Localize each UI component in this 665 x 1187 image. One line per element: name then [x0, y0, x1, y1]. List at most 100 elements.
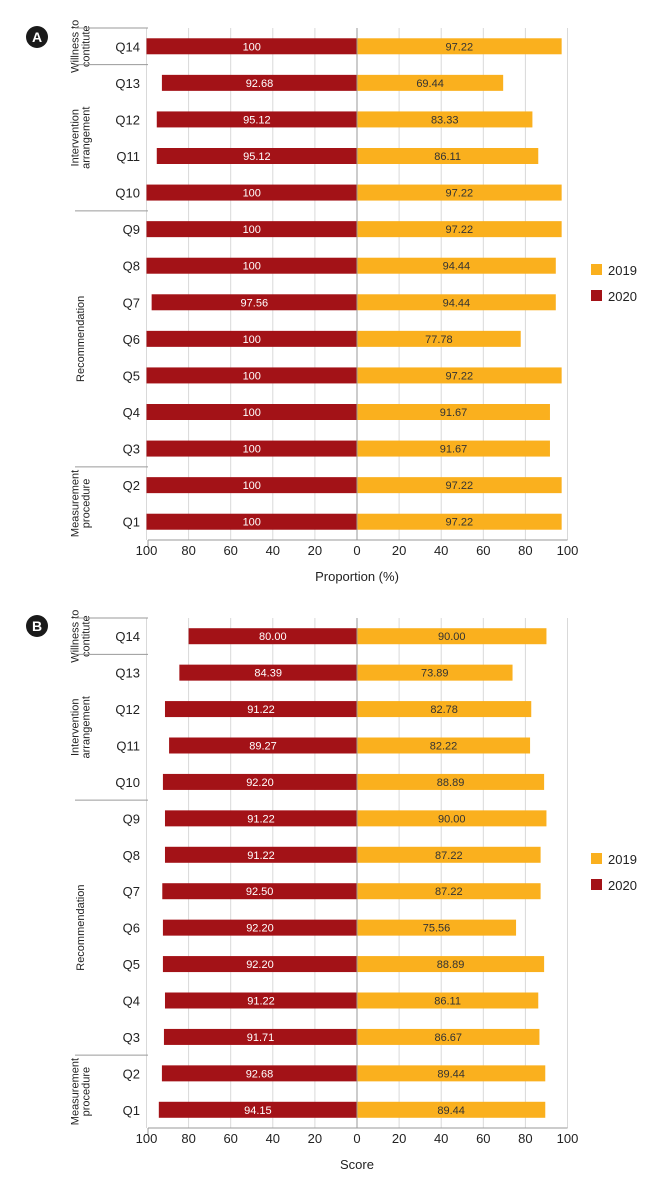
- bar-label-2019: 83.33: [431, 114, 459, 126]
- x-tick-label: 100: [136, 1131, 158, 1146]
- bar-2019: [357, 810, 547, 827]
- bar-label-2020: 100: [243, 407, 261, 419]
- row-label: Q3: [123, 1030, 140, 1045]
- legend-label-2019: 2019: [608, 263, 637, 278]
- x-tick-label: 20: [308, 1131, 322, 1146]
- x-axis-title: Proportion (%): [315, 569, 399, 584]
- bar-2019: [357, 628, 547, 645]
- row-label: Q10: [115, 186, 140, 201]
- bar-label-2020: 95.12: [243, 151, 271, 163]
- bar-label-2019: 73.89: [421, 668, 449, 680]
- bar-2019: [357, 440, 550, 457]
- bar-2020: [164, 701, 357, 718]
- bar-2020: [162, 956, 357, 973]
- bar-label-2020: 89.27: [249, 741, 277, 753]
- row-label: Q10: [115, 775, 140, 790]
- bar-label-2020: 80.00: [259, 631, 287, 643]
- row-label: Q4: [123, 994, 140, 1009]
- bar-2019: [357, 111, 533, 128]
- bar-2019: [357, 148, 539, 164]
- row-label: Q5: [123, 368, 140, 383]
- bar-label-2019: 91.67: [440, 444, 468, 456]
- panel-badge: [26, 26, 48, 48]
- legend-swatch-2020: [591, 879, 602, 890]
- bar-2020: [146, 477, 357, 494]
- bar-2019: [357, 956, 545, 973]
- bar-label-2019: 86.11: [434, 151, 461, 163]
- bar-label-2020: 91.22: [247, 996, 275, 1008]
- bar-2020: [146, 513, 357, 530]
- row-label: Q8: [123, 259, 140, 274]
- row-label: Q5: [123, 957, 140, 972]
- bar-label-2020: 100: [243, 480, 261, 492]
- bar-label-2019: 88.89: [437, 777, 465, 789]
- x-tick-label: 60: [476, 543, 490, 558]
- group-label: Intervention: [70, 109, 82, 166]
- x-tick-label: 40: [434, 543, 448, 558]
- bar-label-2019: 97.22: [446, 370, 474, 382]
- bar-label-2020: 91.22: [247, 850, 275, 862]
- group-label: Recommendation: [75, 885, 87, 971]
- bar-label-2020: 91.22: [247, 704, 275, 716]
- x-tick-label: 60: [223, 1131, 237, 1146]
- bar-label-2020: 92.20: [246, 777, 274, 789]
- x-tick-label: 100: [557, 543, 579, 558]
- bar-2019: [357, 257, 556, 274]
- bar-2020: [156, 111, 357, 128]
- bar-label-2020: 100: [243, 334, 261, 346]
- chart-panel-b: B Willness to contitute Intervention arrange…: [26, 610, 637, 1172]
- bar-2020: [146, 184, 357, 201]
- bar-2019: [357, 513, 562, 530]
- row-label: Q2: [123, 478, 140, 493]
- bar-label-2020: 92.20: [246, 959, 274, 971]
- bar-2020: [146, 257, 357, 274]
- bar-label-2019: 94.44: [443, 297, 471, 309]
- bar-2020: [151, 294, 357, 311]
- bar-label-2020: 100: [243, 224, 261, 236]
- bar-label-2019: 90.00: [438, 813, 466, 825]
- bar-label-2019: 89.44: [437, 1068, 465, 1080]
- bar-label-2020: 84.39: [254, 668, 282, 680]
- group-label: arrangement: [81, 107, 93, 169]
- bar-label-2019: 97.22: [446, 224, 474, 236]
- bar-2019: [357, 1028, 540, 1045]
- row-label: Q1: [123, 515, 140, 530]
- x-tick-label: 80: [518, 543, 532, 558]
- bar-2019: [357, 38, 562, 55]
- row-label: Q13: [115, 76, 140, 91]
- x-tick-label: 60: [223, 543, 237, 558]
- row-label: Q12: [115, 702, 140, 717]
- group-label: procedure: [81, 1067, 93, 1117]
- bar-2020: [164, 810, 357, 827]
- row-label: Q1: [123, 1103, 140, 1118]
- bar-label-2019: 86.67: [434, 1032, 462, 1044]
- bar-label-2019: 97.22: [446, 517, 474, 529]
- bar-label-2019: 94.44: [443, 261, 471, 273]
- row-label: Q11: [116, 739, 140, 754]
- row-label: Q4: [123, 405, 140, 420]
- group-label: Measurement: [70, 1058, 82, 1125]
- bar-label-2020: 91.71: [247, 1032, 275, 1044]
- bar-2019: [357, 846, 541, 863]
- bar-2019: [357, 1101, 546, 1118]
- bar-label-2019: 86.11: [434, 996, 461, 1008]
- row-label: Q2: [123, 1066, 140, 1081]
- bar-label-2020: 100: [243, 41, 261, 53]
- panel-badge: [26, 615, 48, 637]
- bar-2019: [357, 1065, 546, 1082]
- bar-label-2019: 91.67: [440, 407, 468, 419]
- bar-2020: [188, 628, 357, 645]
- bar-2020: [164, 992, 357, 1009]
- bar-2020: [163, 1028, 357, 1045]
- chart-panel-a: A Willness to contitute Intervention arrange…: [26, 20, 637, 584]
- bar-2019: [357, 992, 539, 1009]
- bar-2020: [161, 1065, 357, 1082]
- bar-label-2019: 89.44: [437, 1105, 465, 1117]
- bar-2019: [357, 919, 517, 936]
- x-tick-label: 80: [181, 1131, 195, 1146]
- bar-label-2020: 92.50: [246, 886, 274, 898]
- bar-2019: [357, 477, 562, 494]
- row-label: Q7: [123, 295, 140, 310]
- bar-2019: [357, 294, 556, 311]
